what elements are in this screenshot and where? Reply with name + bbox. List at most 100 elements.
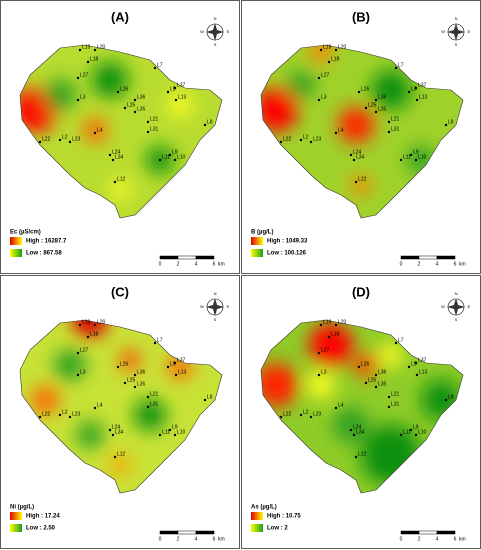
scale-segment — [177, 530, 197, 535]
compass-letter: S — [214, 42, 217, 47]
hotspot — [309, 323, 353, 367]
station-label: L7 — [157, 337, 163, 343]
station-dot — [299, 138, 303, 142]
legend-high-swatch — [10, 237, 22, 245]
station-dot — [352, 433, 356, 437]
station-label: L22 — [283, 411, 292, 417]
legend-high: High : 10.75 — [267, 514, 301, 520]
station-label: L21 — [150, 116, 159, 122]
compass-letter: N — [455, 291, 458, 296]
station-label: L31 — [150, 126, 159, 132]
hotspot — [120, 350, 140, 370]
station-label: L8 — [448, 394, 454, 400]
station-label: L19 — [82, 319, 91, 325]
compass-letter: E — [468, 304, 471, 309]
station-dot — [374, 110, 378, 114]
station-label: L11 — [162, 154, 170, 160]
map-panel: (D)L19 L20L18L7L27L37L5L26L36L3L25L35L8L2… — [241, 275, 481, 549]
station-dot — [113, 455, 117, 459]
legend-title: Ec (µS/cm) — [10, 230, 41, 236]
station-dot — [133, 98, 137, 102]
station-dot — [309, 140, 313, 144]
station-dot — [173, 433, 177, 437]
station-dot — [415, 373, 419, 377]
station-label: L3 — [80, 369, 86, 375]
station-label: L21 — [391, 391, 400, 397]
station-dot — [153, 341, 157, 345]
station-label: L27 — [80, 347, 89, 353]
station-label: L21 — [150, 391, 159, 397]
hotspot — [307, 371, 335, 399]
compass-letter: E — [468, 29, 471, 34]
station-label: L5 — [411, 361, 417, 367]
scale-segment — [177, 255, 197, 260]
station-label: L31 — [391, 401, 400, 407]
hotspot — [134, 399, 166, 431]
station-label: L26 — [361, 86, 370, 92]
station-label: L19 — [323, 44, 332, 50]
station-dot — [38, 140, 42, 144]
hotspot — [83, 118, 107, 142]
station-dot — [374, 385, 378, 389]
panel-label: (C) — [111, 284, 129, 299]
station-label: L22 — [42, 411, 51, 417]
station-label: L11 — [403, 154, 411, 160]
station-dot — [68, 140, 72, 144]
scale-label: 6 — [454, 261, 457, 267]
station-label: L35 — [137, 106, 146, 112]
station-dot — [133, 385, 137, 389]
compass-letter: W — [441, 29, 445, 34]
station-label: L25 — [368, 377, 377, 383]
station-dot — [279, 415, 283, 419]
station-label: L24 — [112, 149, 121, 155]
station-label: L31 — [391, 126, 400, 132]
scale-label: 2 — [418, 261, 421, 267]
scale-label: 2 — [177, 536, 180, 542]
legend-high-swatch — [10, 512, 22, 520]
station-dot — [374, 373, 378, 377]
station-dot — [86, 335, 90, 339]
station-dot — [407, 90, 411, 94]
station-dot — [299, 413, 303, 417]
station-label: L3 — [80, 94, 86, 100]
station-dot — [334, 48, 338, 52]
station-dot — [387, 405, 391, 409]
scale-label: 4 — [195, 261, 198, 267]
station-label: L4 — [338, 127, 344, 133]
station-label: L20 — [338, 44, 347, 50]
hotspot — [338, 107, 374, 143]
scale-segment — [159, 530, 179, 535]
scale-unit: km — [459, 261, 466, 267]
legend-low-swatch — [10, 249, 22, 257]
station-dot — [387, 130, 391, 134]
station-label: L27 — [321, 72, 330, 78]
hotspot — [333, 407, 369, 443]
scale-label: 2 — [418, 536, 421, 542]
scale-label: 2 — [177, 261, 180, 267]
station-label: L20 — [97, 44, 106, 50]
station-label: L10 — [418, 154, 427, 160]
station-dot — [86, 60, 90, 64]
scale-unit: km — [218, 261, 225, 267]
station-label: L22 — [283, 136, 292, 142]
hotspot — [261, 363, 298, 407]
station-label: L9 — [172, 149, 178, 155]
station-label: L8 — [207, 119, 213, 125]
station-dot — [76, 351, 80, 355]
station-label: L12 — [358, 451, 367, 457]
surface-blobs — [20, 62, 192, 200]
station-label: L36 — [378, 369, 387, 375]
station-label: L3 — [321, 94, 327, 100]
panel-label: (D) — [352, 284, 370, 299]
station-label: L25 — [368, 102, 377, 108]
station-dot — [407, 365, 411, 369]
station-dot — [387, 120, 391, 124]
compass: N E S W — [441, 16, 471, 47]
station-label: L8 — [207, 394, 213, 400]
station-dot — [444, 398, 448, 402]
station-dot — [409, 428, 413, 432]
hotspot — [76, 421, 104, 449]
station-dot — [111, 158, 115, 162]
station-dot — [334, 131, 338, 135]
